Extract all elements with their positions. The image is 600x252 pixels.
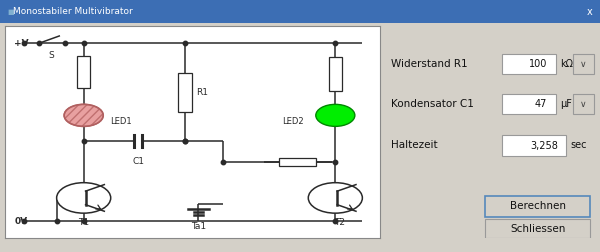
Text: Berechnen: Berechnen bbox=[509, 201, 566, 211]
Text: Monostabiler Multivibrator: Monostabiler Multivibrator bbox=[13, 7, 133, 16]
Text: 0V: 0V bbox=[14, 217, 28, 226]
Text: S: S bbox=[49, 51, 55, 60]
Text: Haltezeit: Haltezeit bbox=[391, 140, 438, 150]
Text: Schliessen: Schliessen bbox=[510, 224, 565, 234]
Text: T1: T1 bbox=[78, 218, 89, 228]
Text: sec: sec bbox=[571, 140, 587, 150]
Circle shape bbox=[64, 104, 103, 126]
Text: LED1: LED1 bbox=[110, 117, 131, 126]
Bar bbox=[573, 54, 594, 74]
Text: LED2: LED2 bbox=[282, 117, 304, 126]
Text: 3,258: 3,258 bbox=[530, 141, 558, 150]
Bar bbox=[279, 158, 316, 166]
Bar bbox=[502, 94, 556, 114]
Text: Kondensator C1: Kondensator C1 bbox=[391, 99, 474, 109]
Bar bbox=[485, 196, 590, 217]
Bar bbox=[329, 57, 342, 91]
Text: ■: ■ bbox=[7, 9, 14, 15]
Text: +V: +V bbox=[14, 39, 29, 48]
Text: 100: 100 bbox=[529, 59, 547, 69]
Text: Widerstand R1: Widerstand R1 bbox=[391, 58, 468, 69]
Bar bbox=[502, 54, 556, 74]
Text: C1: C1 bbox=[132, 157, 144, 166]
Text: Ta1: Ta1 bbox=[191, 222, 206, 231]
Text: kΩ: kΩ bbox=[560, 58, 573, 69]
Text: ∨: ∨ bbox=[580, 100, 587, 109]
Text: T2: T2 bbox=[334, 218, 344, 228]
Text: 47: 47 bbox=[535, 99, 547, 109]
Text: ∨: ∨ bbox=[580, 59, 587, 69]
Text: R1: R1 bbox=[196, 88, 208, 97]
Bar bbox=[178, 73, 192, 112]
Bar bbox=[502, 136, 566, 155]
Bar bbox=[77, 56, 91, 88]
Circle shape bbox=[316, 104, 355, 126]
Circle shape bbox=[308, 183, 362, 213]
Text: μF: μF bbox=[560, 99, 572, 109]
Circle shape bbox=[56, 183, 111, 213]
Bar bbox=[485, 219, 590, 238]
Text: x: x bbox=[586, 7, 592, 17]
Bar bbox=[573, 94, 594, 114]
